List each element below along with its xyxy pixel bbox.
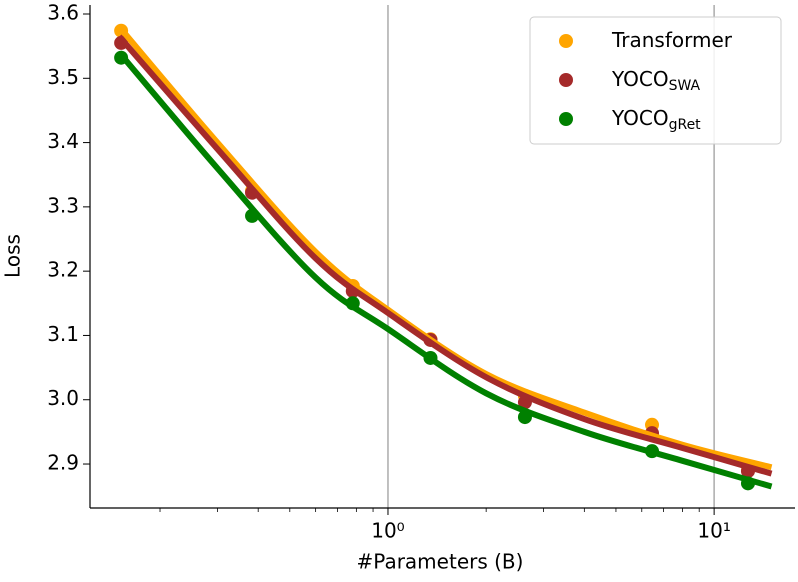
legend-name: Transformer <box>611 28 733 52</box>
legend-name: YOCO <box>611 106 669 130</box>
y-tick-label: 3.4 <box>47 129 79 153</box>
legend-marker <box>559 34 573 48</box>
y-tick-label: 3.2 <box>47 258 79 282</box>
legend-label: Transformer <box>611 28 733 52</box>
legend-name: YOCO <box>611 67 669 91</box>
y-axis-label: Loss <box>1 234 25 278</box>
x-axis-label: #Parameters (B) <box>357 550 524 574</box>
x-tick-label: 10¹ <box>697 519 730 543</box>
legend-subscript: gRet <box>669 117 702 133</box>
legend-subscript: SWA <box>669 78 701 94</box>
fit-curve <box>116 50 773 490</box>
legend-marker <box>559 73 573 87</box>
y-tick-label: 3.6 <box>47 1 79 25</box>
fit-curve <box>117 34 773 477</box>
y-tick-label: 3.0 <box>47 386 79 410</box>
y-tick-label: 2.9 <box>47 451 79 475</box>
legend-label: YOCOSWA <box>611 67 701 95</box>
x-tick-label: 10⁰ <box>371 519 404 543</box>
y-tick-label: 3.5 <box>47 65 79 89</box>
legend-marker <box>559 112 573 126</box>
y-tick-label: 3.1 <box>47 322 79 346</box>
y-tick-label: 3.3 <box>47 193 79 217</box>
legend-label: YOCOgRet <box>611 106 701 134</box>
legend-box <box>529 16 782 145</box>
